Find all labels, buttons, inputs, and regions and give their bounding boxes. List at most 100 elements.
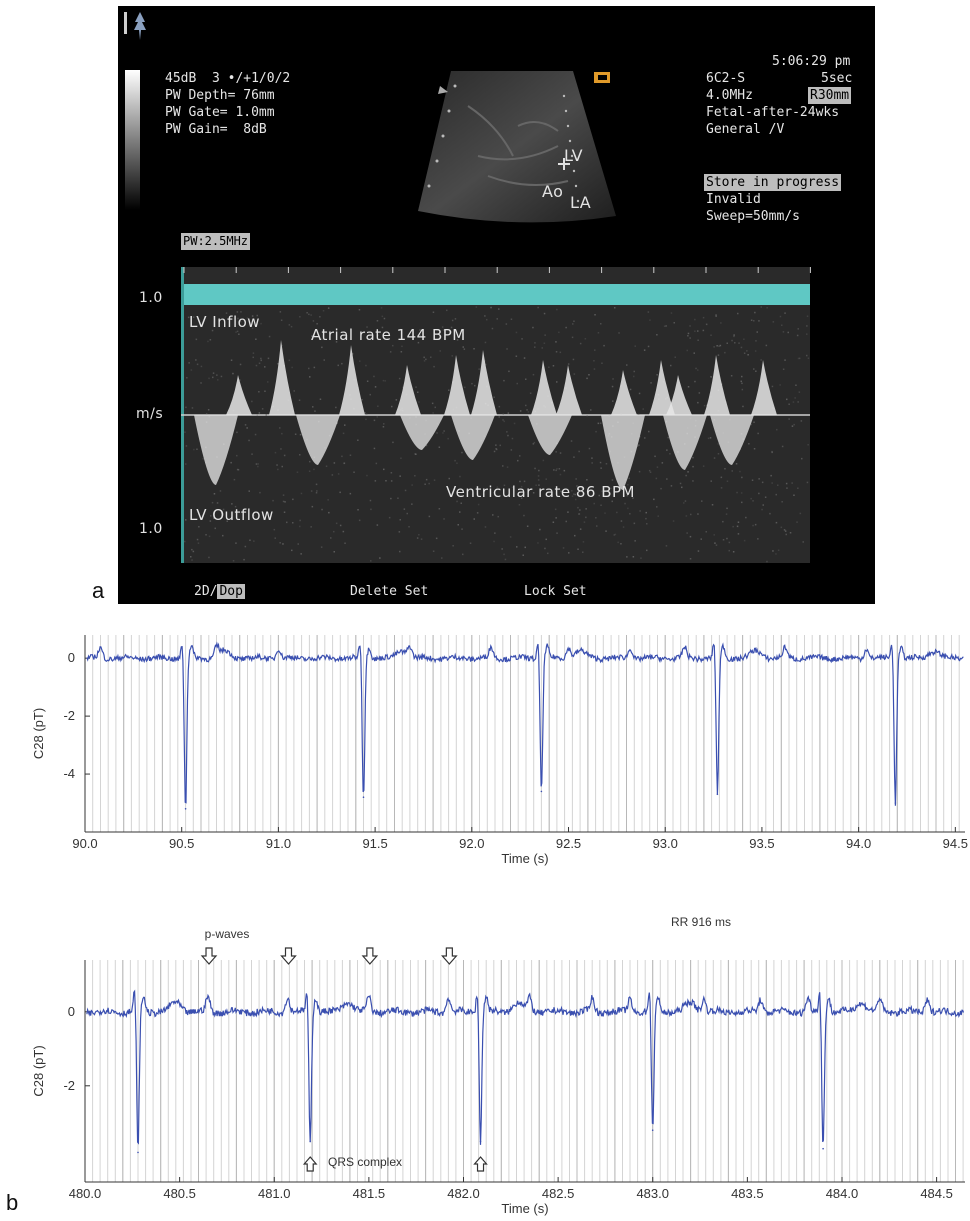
exam-mode: General /V [706, 122, 785, 137]
qrs-point [540, 790, 543, 793]
mode-toggle[interactable]: 2D/Dop [194, 583, 245, 600]
logo-tree-icon [134, 12, 146, 40]
doppler-inflow-peak [395, 365, 421, 415]
mode-2d-option[interactable]: 2D/ [194, 584, 218, 599]
x-tick-label: 481.0 [258, 1186, 291, 1201]
doppler-waveforms [194, 340, 777, 490]
x-tick-label: 484.0 [826, 1186, 859, 1201]
p-wave-arrow-icon [361, 947, 379, 965]
mcg-chart-bottom: 480.0 480.5 481.0 481.5 482.0 482.5 483.0 483.5… [31, 915, 965, 1216]
x-axis-label: Time (s) [501, 1201, 548, 1216]
probe-name: 6C2-S [706, 71, 746, 86]
preset-name: Fetal-after-24wks [706, 105, 840, 120]
doppler-inflow-peak [444, 355, 470, 415]
x-tick-label: 94.0 [846, 836, 871, 851]
doppler-outflow-trough [400, 415, 444, 450]
qrs-point [184, 808, 187, 810]
delete-set-button[interactable]: Delete Set [350, 584, 429, 599]
doppler-inflow-peak [269, 340, 295, 415]
x-tick-label: 481.5 [353, 1186, 386, 1201]
x-tick-label: 92.5 [556, 836, 581, 851]
x-tick-label: 484.5 [920, 1186, 953, 1201]
panel-label-a: a [92, 578, 105, 603]
rr-interval-label: RR 916 ms [671, 915, 731, 929]
x-tick-label: 480.5 [163, 1186, 196, 1201]
doppler-outflow-trough [296, 415, 340, 465]
y-axis-label: C28 (pT) [31, 1045, 46, 1096]
doppler-outflow-trough [663, 415, 707, 470]
probe-frequency: 4.0MHz [706, 88, 753, 103]
qrs-point [716, 793, 719, 796]
label-la: LA [570, 193, 592, 212]
sweep-speed: Sweep=50mm/s [706, 209, 800, 224]
atrial-rate-label: Atrial rate 144 BPM [311, 326, 466, 344]
y-tick-label: -2 [63, 708, 75, 723]
x-tick-label: 482.0 [447, 1186, 480, 1201]
ventricular-rate-label: Ventricular rate 86 BPM [446, 483, 635, 501]
x-tick-label: 92.0 [459, 836, 484, 851]
doppler-inflow-peak [531, 360, 557, 415]
doppler-inflow-peak [704, 355, 730, 415]
mcg-trace-line [86, 989, 965, 1145]
doppler-inflow-peak [226, 375, 252, 415]
qrs-arrow-icon [302, 1156, 318, 1172]
qrs-point [137, 1151, 139, 1154]
y-axis-label: C28 (pT) [31, 708, 46, 759]
y-tick-label: -4 [63, 766, 75, 781]
doppler-inflow-peak [556, 365, 582, 415]
sector-depth-dots [427, 84, 580, 203]
x-tick-label: 93.0 [653, 836, 678, 851]
doppler-inflow-peak [649, 360, 675, 415]
y-tick-label: 0 [68, 1004, 75, 1019]
mcg-trace-line [86, 641, 964, 806]
label-ao: Ao [542, 182, 564, 201]
p-waves-label: p-waves [205, 927, 250, 941]
chart-grid [84, 635, 960, 832]
doppler-inflow-peak [471, 350, 497, 415]
clock-time: 5:06:29 pm [772, 54, 851, 69]
mode-dop-option[interactable]: Dop [217, 584, 245, 599]
bmode-sector-image [418, 71, 616, 223]
qrs-point [651, 1129, 654, 1131]
x-tick-label: 93.5 [749, 836, 774, 851]
qrs-point [479, 1140, 482, 1143]
lock-set-button[interactable]: Lock Set [524, 584, 587, 599]
chart-grid [84, 960, 964, 1182]
lv-outflow-label: LV Outflow [189, 506, 274, 524]
panel-label-b: b [6, 1190, 19, 1215]
x-tick-label: 483.0 [636, 1186, 669, 1201]
x-tick-label: 90.0 [72, 836, 97, 851]
qrs-point [309, 1140, 312, 1143]
logo-bar [124, 12, 127, 34]
doppler-outflow-trough [194, 415, 238, 485]
orientation-marker-icon [438, 86, 448, 94]
doppler-outflow-trough [451, 415, 495, 460]
doppler-inflow-peak [611, 370, 637, 415]
x-tick-label: 480.0 [69, 1186, 102, 1201]
qrs-point [362, 796, 365, 798]
x-tick-label: 91.5 [362, 836, 387, 851]
qrs-complex-label: QRS complex [328, 1155, 402, 1169]
x-tick-label: 94.5 [943, 836, 968, 851]
doppler-color-bar [184, 284, 810, 305]
settings-line-3: PW Gate= 1.0mm [165, 105, 275, 120]
y-tick-label: 0 [68, 650, 75, 665]
qrs-point [894, 802, 897, 804]
sample-gate-icon [558, 158, 570, 170]
doppler-time-ticks [183, 267, 811, 273]
doppler-outflow-trough [710, 415, 754, 465]
ultrasound-panel: 45dB 3 •/+1/0/2 PW Depth= 76mm PW Gate= … [118, 6, 875, 604]
ultrasound-graphics [124, 12, 811, 563]
velocity-scale-bottom: 1.0 [139, 521, 163, 537]
validity-status: Invalid [706, 192, 761, 207]
settings-line-4: PW Gain= 8dB [165, 122, 267, 137]
velocity-scale-top: 1.0 [139, 290, 163, 306]
y-tick-label: -2 [63, 1078, 75, 1093]
bmode-structures [467, 105, 569, 186]
doppler-inflow-peak [339, 345, 365, 415]
x-tick-label: 482.5 [542, 1186, 575, 1201]
doppler-inflow-peak [666, 375, 692, 415]
doppler-outflow-trough [528, 415, 572, 455]
doppler-inflow-peak [751, 360, 777, 415]
mcg-chart-top: 90.0 90.5 91.0 91.5 92.0 92.5 93.0 93.5 94.0 94.5… [31, 635, 968, 866]
